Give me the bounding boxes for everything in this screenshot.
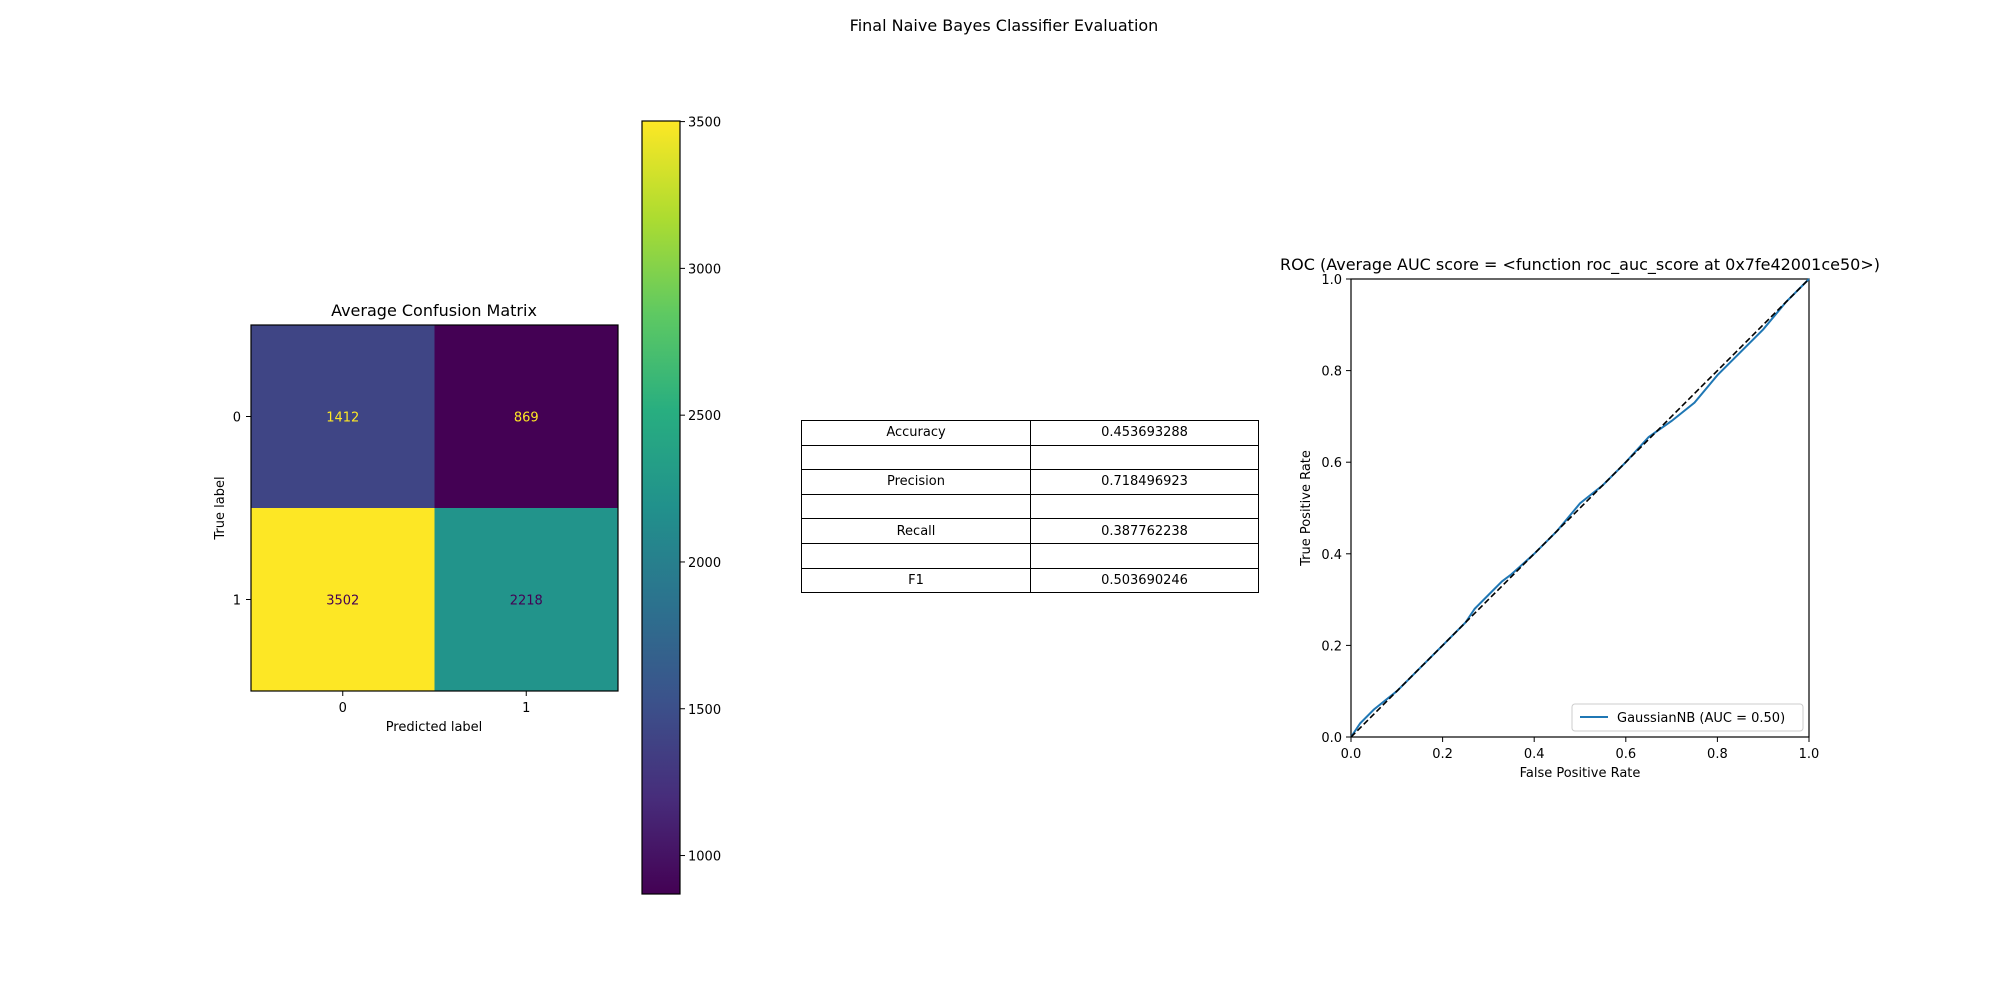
table-row: Recall 0.387762238: [801, 518, 1259, 544]
colorbar-tick-label: 1000: [688, 850, 721, 865]
roc-x-tick-label: 0.0: [1341, 747, 1362, 762]
roc-y-tick-label: 1.0: [1321, 273, 1342, 288]
colorbar-tick-label: 2000: [688, 556, 721, 571]
roc-legend: GaussianNB (AUC = 0.50): [1571, 703, 1804, 732]
colorbar-tick-label: 2500: [688, 409, 721, 424]
table-row: [801, 493, 1259, 520]
colorbar-tick-label: 1500: [688, 703, 721, 718]
cm-cell-value: 2218: [510, 594, 543, 609]
roc-axes-frame: [1350, 278, 1810, 738]
cm-cell-value: 3502: [326, 594, 359, 609]
colorbar: 1000 1500 2000 2500 3000 3500: [641, 116, 721, 895]
metric-name-cell: [801, 542, 1031, 569]
cm-y-tick-label: 1: [233, 594, 241, 609]
cm-cell-value: 869: [514, 411, 539, 426]
metric-name-cell: Recall: [801, 518, 1031, 544]
roc-title: ROC (Average AUC score = <function roc_a…: [1280, 255, 1880, 275]
metric-name-cell: [801, 493, 1031, 520]
cm-cell-value: 1412: [326, 411, 359, 426]
metric-name-cell: [801, 444, 1031, 471]
roc-y-tick-label: 0.6: [1321, 456, 1342, 471]
roc-x-tick-label: 0.6: [1615, 747, 1636, 762]
roc-panel: ROC (Average AUC score = <function roc_a…: [1280, 255, 1880, 781]
roc-ylabel: True Positive Rate: [1299, 450, 1314, 567]
cm-cell: [251, 325, 435, 508]
cm-ylabel: True label: [213, 476, 228, 540]
roc-y-tick-label: 0.4: [1321, 548, 1342, 563]
table-row: Accuracy 0.453693288: [801, 420, 1259, 446]
cm-x-tick-label: 0: [339, 701, 347, 716]
legend-label: GaussianNB (AUC = 0.50): [1617, 711, 1785, 726]
metric-value-cell: [1030, 493, 1259, 520]
cm-frame: [250, 324, 619, 692]
metric-name-cell: Accuracy: [801, 420, 1031, 446]
table-row: Precision 0.718496923: [801, 469, 1259, 495]
confusion-matrix-panel: Average Confusion Matrix 1412 869 3502 2218…: [213, 301, 619, 735]
table-row: [801, 542, 1259, 569]
metric-name-cell: F1: [801, 567, 1031, 594]
colorbar-gradient: [641, 120, 681, 895]
roc-y-tick-label: 0.0: [1321, 731, 1342, 746]
roc-x-tick-label: 0.2: [1432, 747, 1453, 762]
metric-value-cell: 0.503690246: [1030, 567, 1259, 594]
metrics-table: Accuracy 0.453693288 Precision 0.7184969…: [801, 420, 1259, 594]
metric-value-cell: 0.387762238: [1030, 518, 1259, 544]
metric-name-cell: Precision: [801, 469, 1031, 495]
roc-xlabel: False Positive Rate: [1520, 766, 1641, 781]
metric-value-cell: 0.718496923: [1030, 469, 1259, 495]
roc-y-tick-label: 0.8: [1321, 365, 1342, 380]
colorbar-tick-label: 3000: [688, 262, 721, 277]
legend-box: [1571, 703, 1804, 732]
cm-xlabel: Predicted label: [386, 720, 483, 735]
cm-cell: [434, 508, 618, 691]
roc-x-tick-label: 1.0: [1799, 747, 1820, 762]
metric-value-cell: 0.453693288: [1030, 420, 1259, 446]
cm-cell: [434, 325, 618, 508]
roc-y-tick-label: 0.2: [1321, 639, 1342, 654]
metric-value-cell: [1030, 542, 1259, 569]
cm-title: Average Confusion Matrix: [331, 301, 537, 320]
cm-x-tick-label: 1: [522, 701, 530, 716]
colorbar-tick-label: 3500: [688, 116, 721, 131]
metric-value-cell: [1030, 444, 1259, 471]
table-row: F1 0.503690246: [801, 567, 1259, 594]
roc-x-tick-label: 0.4: [1524, 747, 1545, 762]
roc-x-tick-label: 0.8: [1707, 747, 1728, 762]
figure-title: Final Naive Bayes Classifier Evaluation: [850, 16, 1159, 35]
cm-cell: [251, 508, 435, 691]
table-row: [801, 444, 1259, 471]
cm-y-tick-label: 0: [233, 411, 241, 426]
